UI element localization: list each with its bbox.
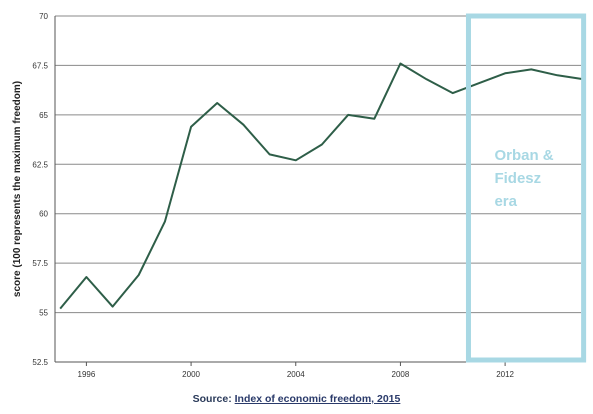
y-tick-label: 55 (39, 309, 48, 318)
y-axis-label: score (100 represents the maximum freedo… (12, 81, 23, 297)
y-tick-label: 62.5 (32, 160, 48, 169)
x-tick-label: 2000 (182, 370, 200, 379)
series-group (59, 62, 584, 310)
y-tick-label: 52.5 (32, 358, 48, 367)
line-chart: 52.5 55 57.5 60 62.5 65 67.5 70 1996 2000 2004 200… (12, 12, 587, 379)
y-tick-labels: 52.5 55 57.5 60 62.5 65 67.5 70 (32, 12, 48, 367)
x-tick-label: 1996 (78, 370, 96, 379)
y-tick-label: 65 (39, 111, 48, 120)
y-tick-label: 67.5 (32, 61, 48, 70)
x-tick-label: 2008 (392, 370, 410, 379)
y-tick-label: 70 (39, 12, 48, 21)
y-tick-label: 60 (39, 210, 48, 219)
source-link[interactable]: Index of economic freedom, 2015 (234, 393, 401, 405)
series-line (59, 62, 584, 310)
x-tick-label: 2004 (287, 370, 305, 379)
annotation-box-group: Orban & Fidesz era (465, 13, 587, 363)
source-caption: Source: Index of economic freedom, 2015 (0, 393, 593, 405)
y-tick-label: 57.5 (32, 259, 48, 268)
annotation-line: Fidesz (494, 170, 541, 187)
x-tick-labels: 1996 2000 2004 2008 2012 (78, 370, 515, 379)
annotation-text: Orban & Fidesz era (494, 147, 553, 210)
annotation-box (465, 13, 587, 363)
axes (54, 16, 581, 366)
x-tick-label: 2012 (496, 370, 514, 379)
annotation-line: Orban & (494, 147, 553, 164)
annotation-line: era (494, 193, 517, 210)
source-prefix: Source: (192, 393, 235, 405)
grid-lines (55, 15, 581, 314)
